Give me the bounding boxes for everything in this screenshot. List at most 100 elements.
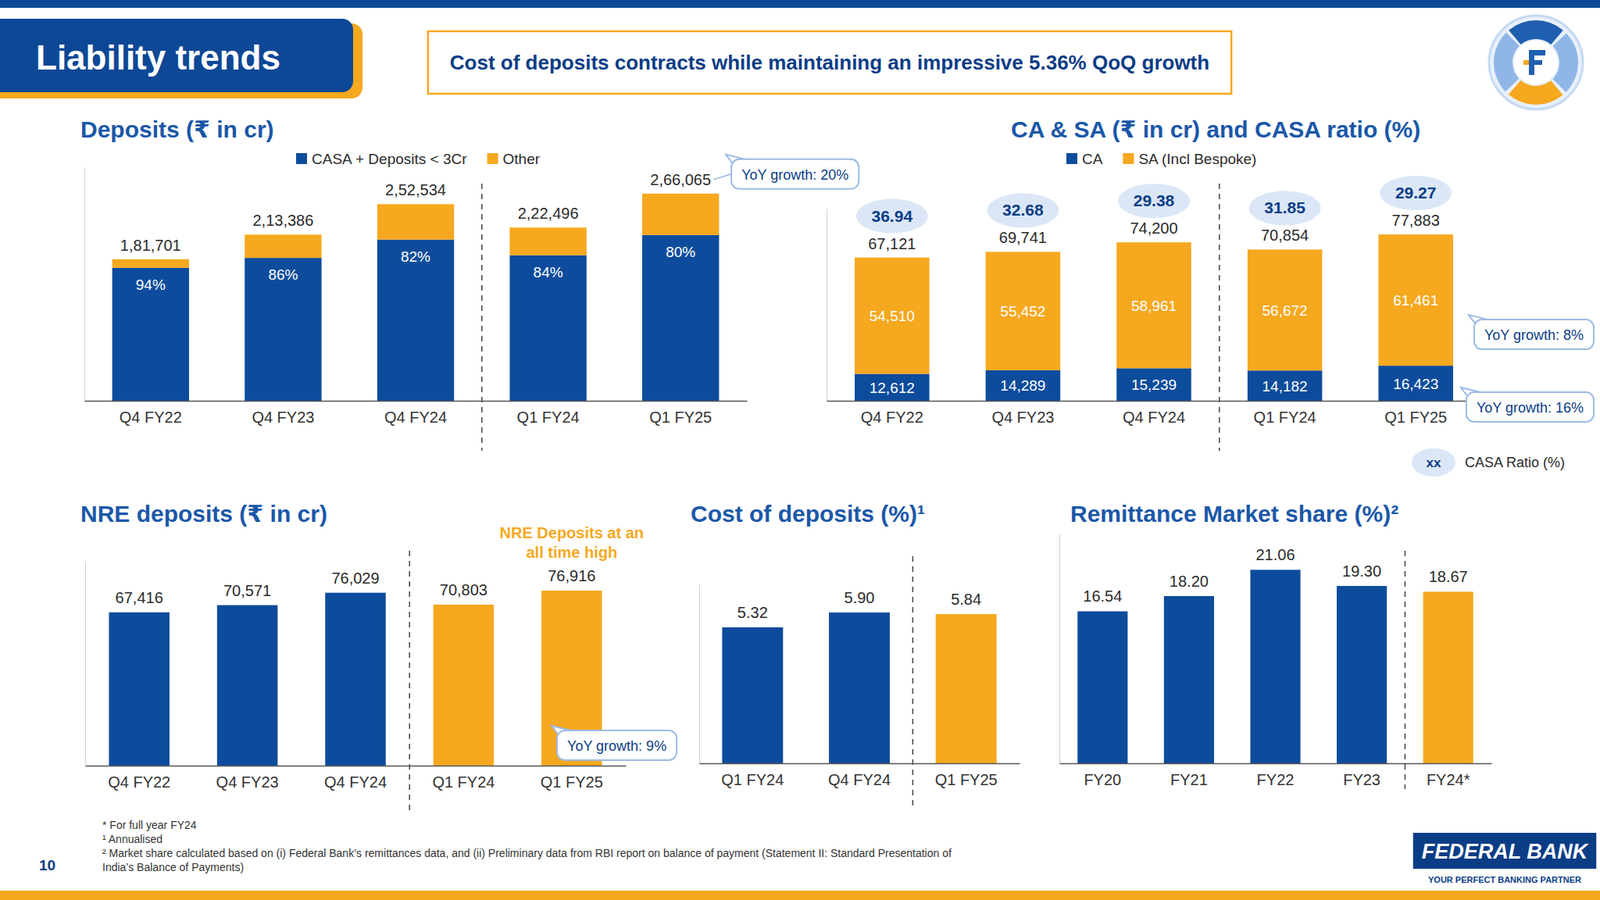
x-axis-line (700, 763, 1021, 765)
x-tick: Q4 FY24 (384, 408, 447, 426)
top-band (0, 0, 1600, 8)
title-box (0, 18, 354, 93)
y-axis-line (85, 561, 86, 767)
group-divider (481, 183, 483, 451)
callout-text: YoY growth: 16% (1476, 400, 1584, 416)
bars (1077, 569, 1474, 764)
x-tick-label: Q1 FY24 (1253, 408, 1317, 426)
logo-mark (1523, 60, 1529, 65)
legend-label: CASA + Deposits < 3Cr (311, 150, 468, 168)
bottom-band (0, 890, 1600, 900)
x-tick: FY22 (1257, 771, 1295, 789)
bar-segment (1116, 367, 1192, 401)
callout-leader (713, 174, 732, 180)
callout-box (557, 730, 677, 761)
bars (721, 612, 997, 764)
header: Liability trendsCost of deposits contrac… (0, 18, 1232, 99)
x-tick-label: FY21 (1170, 771, 1208, 789)
bar-segment (642, 193, 719, 236)
total-label: 67,121 (867, 235, 916, 253)
x-tick-label: Q1 FY24 (721, 771, 784, 789)
data-label: 5.32 (737, 603, 768, 622)
total-label: 2,66,065 (650, 171, 711, 189)
data-label: 76,916 (547, 567, 596, 585)
ratio-bubble (986, 192, 1059, 228)
x-tick-label: Q4 FY23 (251, 408, 315, 426)
x-tick: FY24* (1426, 771, 1471, 789)
total-label: 70,854 (1260, 226, 1309, 244)
group-divider (912, 556, 915, 807)
x-axis: Q4 FY22Q4 FY23Q4 FY24Q1 FY24Q1 FY25 (827, 401, 1483, 427)
share-label: 86% (267, 266, 298, 283)
bars (112, 193, 720, 401)
legend-swatch (1066, 153, 1078, 165)
legend-label: SA (Incl Bespoke) (1138, 150, 1257, 168)
chart-panel: Cost of deposits (%)¹Q1 FY24Q4 FY24Q1 FY… (690, 500, 1021, 807)
callout-text: YoY growth: 20% (741, 167, 849, 183)
x-tick: Q1 FY25 (1384, 408, 1447, 426)
page-title: Liability trends (35, 38, 281, 77)
x-tick-label: Q1 FY25 (649, 408, 712, 426)
data-label: 19.30 (1342, 562, 1382, 580)
brand-name: FEDERAL BANK (1421, 839, 1590, 864)
data-label: 55,452 (1000, 303, 1046, 320)
x-tick: Q1 FY24 (1253, 408, 1317, 426)
ratio-bubble (1379, 175, 1452, 211)
data-label: 18.20 (1169, 572, 1209, 590)
x-tick-label: FY22 (1257, 771, 1295, 789)
x-tick: Q4 FY23 (251, 408, 315, 426)
ratio-bubble (1117, 183, 1190, 218)
y-axis (84, 167, 86, 402)
bar-segment (1247, 370, 1323, 401)
data-label: 70,571 (223, 582, 272, 600)
x-axis-line (85, 400, 748, 403)
data-label: 56,672 (1262, 302, 1308, 319)
data-label: 21.06 (1255, 546, 1295, 564)
x-tick: FY21 (1170, 771, 1208, 789)
data-label: 61,461 (1392, 292, 1439, 309)
brand: FEDERAL BANK YOUR PERFECT BANKING PARTNER (1413, 832, 1597, 885)
legend-label: CA (1082, 150, 1104, 168)
brand-tagline: YOUR PERFECT BANKING PARTNER (1428, 875, 1582, 885)
text-line: ² Market share calculated based on (i) F… (102, 846, 952, 860)
ratio-bubble (1249, 190, 1322, 225)
data-label: 16.54 (1082, 587, 1122, 605)
x-tick: Q4 FY24 (324, 773, 387, 791)
callout-box (731, 159, 859, 190)
bar-segment (985, 251, 1061, 371)
callout-box (1474, 319, 1594, 350)
ratio-legend-symbol (1411, 448, 1456, 477)
bar-segment (244, 257, 322, 401)
group-divider (1404, 550, 1407, 790)
callout: YoY growth: 16% (1460, 387, 1594, 422)
total-label: 2,22,496 (517, 204, 579, 222)
x-tick-label: Q1 FY25 (540, 773, 604, 791)
chart-panel: NRE deposits (₹ in cr)Q4 FY22Q4 FY23Q4 F… (80, 500, 677, 813)
bars (854, 234, 1454, 401)
x-tick: Q4 FY23 (991, 408, 1054, 426)
group-divider (408, 550, 411, 813)
total-label: 77,883 (1392, 211, 1440, 229)
chart-panel: Remittance Market share (%)²FY20FY21FY22… (1060, 500, 1493, 790)
x-tick: Q4 FY22 (860, 408, 924, 426)
x-tick-label: Q4 FY24 (828, 771, 891, 789)
legend-swatch (1122, 153, 1134, 165)
share-label: 82% (400, 248, 431, 265)
data-label: 12,612 (869, 379, 915, 397)
chart-panel: CA & SA (₹ in cr) and CASA ratio (%)Q4 F… (827, 116, 1595, 477)
bar-segment (642, 235, 719, 401)
x-tick: Q1 FY25 (649, 408, 712, 426)
data-label: 70,803 (439, 581, 488, 599)
x-tick: Q1 FY25 (935, 771, 998, 789)
x-axis: Q1 FY24 Q4 FY24 Q1 FY25 (700, 764, 1021, 790)
x-tick-label: Q4 FY24 (324, 773, 387, 791)
total-label: 1,81,701 (120, 236, 182, 254)
bar-segment (112, 259, 190, 268)
data-label: 58,961 (1131, 297, 1177, 315)
logo (1489, 15, 1583, 110)
text-line: * For full year FY24 (102, 818, 197, 832)
callout: YoY growth: 8% (1468, 314, 1594, 350)
ratio-label: 31.85 (1264, 198, 1306, 217)
text-line: all time high (525, 543, 618, 561)
x-tick-label: Q4 FY22 (107, 773, 171, 791)
